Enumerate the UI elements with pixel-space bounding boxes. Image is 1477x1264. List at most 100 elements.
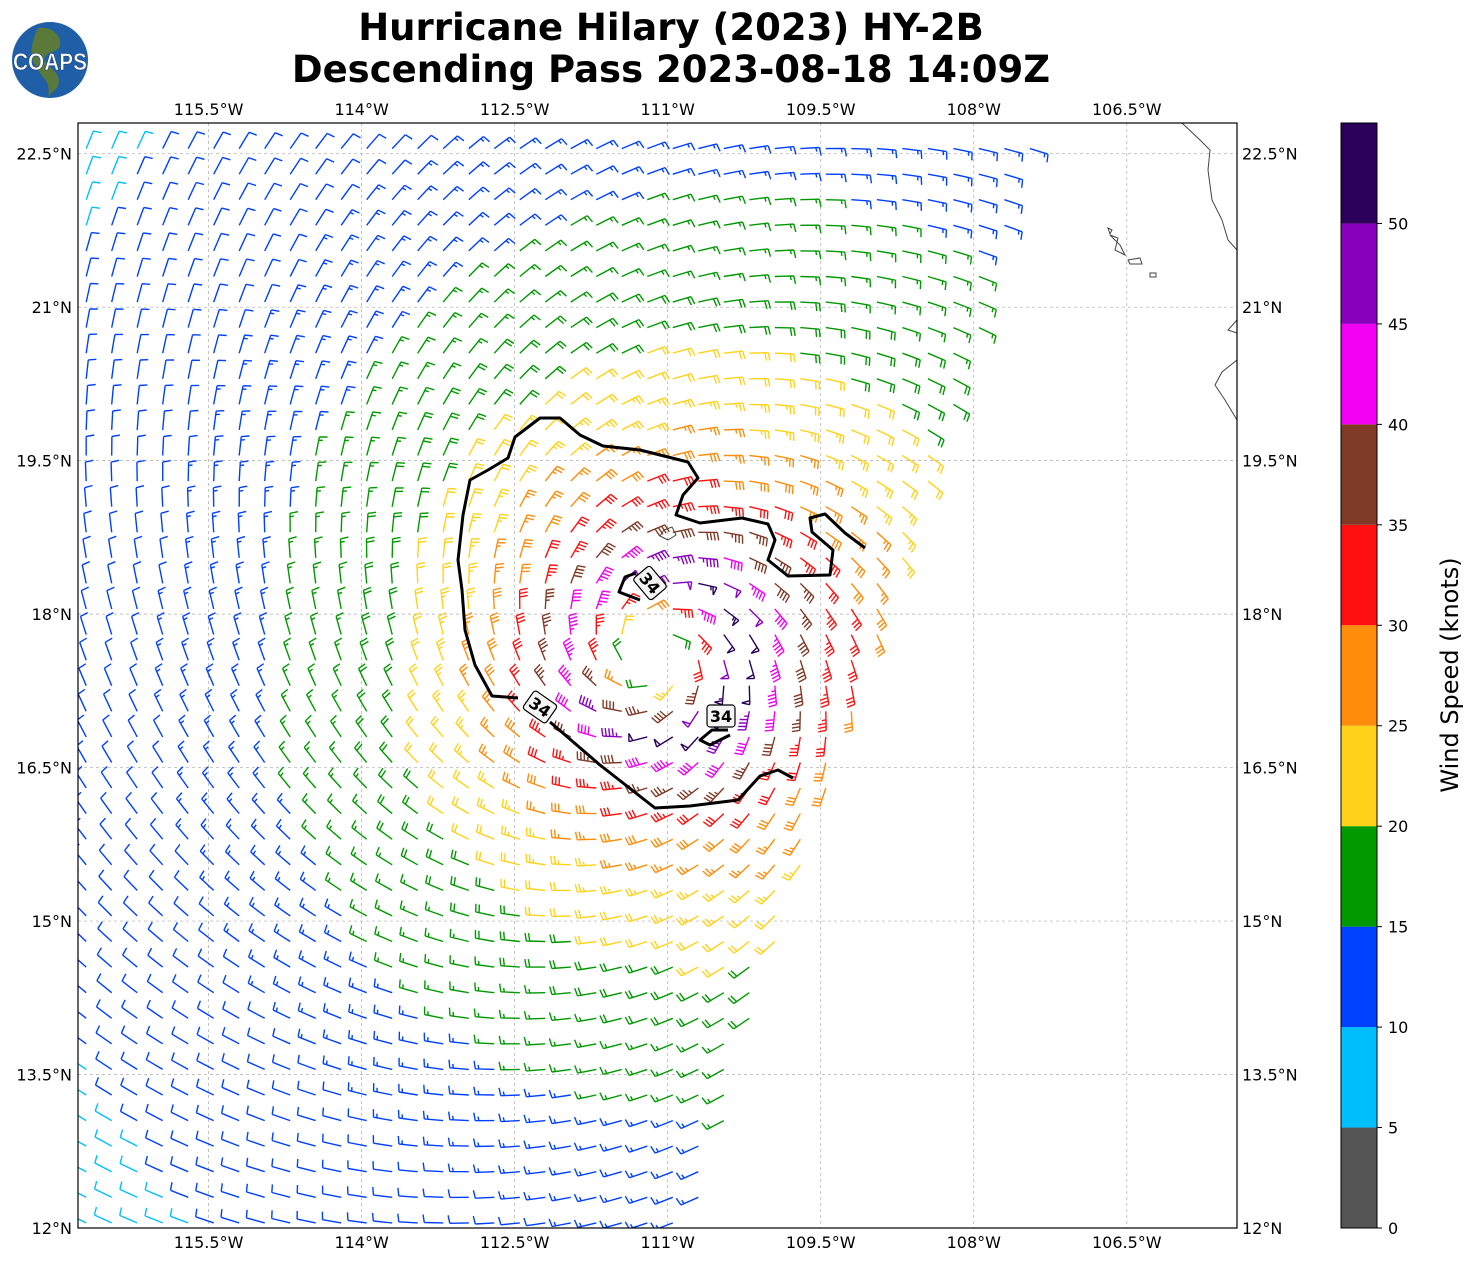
wind-barb-shape [220,1209,240,1224]
wind-barb [84,459,94,482]
wind-barb [850,454,870,472]
wind-barb-shape [187,232,204,252]
wind-barb [902,275,922,290]
wind-barb-shape [121,947,138,968]
wind-barb-shape [176,766,189,789]
wind-barb [405,715,419,738]
wind-barb-shape [340,436,354,456]
wind-barb [672,554,695,565]
wind-barb [774,249,797,259]
wind-barb [876,275,897,289]
wind-barb-shape [275,818,291,840]
wind-barb [493,413,513,431]
wind-barb [650,1171,674,1180]
colorbar-bin [1341,424,1377,525]
wind-barb-shape [136,459,146,482]
wind-barb-shape [468,413,487,431]
wind-barb-shape [366,184,387,201]
wind-barb [774,454,795,468]
wind-barb-shape [315,259,333,277]
wind-barb-shape [264,182,283,201]
wind-barb-shape [78,791,87,815]
wind-barb [136,156,153,175]
wind-barb-shape [322,1107,342,1122]
wind-barb [162,359,175,379]
wind-barb [468,287,489,303]
wind-barb-shape [702,889,725,903]
wind-barb-shape [675,992,699,1002]
wind-barb-shape [136,130,154,149]
wind-barb [774,275,797,285]
wind-barb-shape [570,589,583,610]
contour-label-box [633,565,667,601]
wind-barb-shape [519,439,539,456]
wind-barb-shape [788,736,801,757]
wind-barb [754,915,776,930]
wind-barb [544,290,567,303]
wind-barb [237,510,247,533]
wind-barb [211,510,221,533]
wind-barb [259,586,269,610]
wind-barb [364,561,374,584]
wind-barb [448,1085,469,1096]
wind-barb-shape [381,689,393,712]
wind-barb-shape [452,769,470,789]
wind-barb-shape [442,537,454,558]
wind-barb-shape [599,807,622,817]
wind-barb [876,147,898,159]
wind-barb [570,367,593,380]
wind-barb [647,294,670,304]
wind-barb-shape [78,688,87,712]
wind-barb [595,165,619,175]
wind-barb-shape [162,181,179,200]
wind-barb-shape [574,831,597,841]
wind-barb [272,975,291,994]
wind-barb [577,723,597,738]
wind-barb-shape [851,173,873,184]
wind-barb [851,378,871,393]
wind-barb-shape [442,412,461,431]
wind-barb-shape [111,181,127,200]
wind-barb-shape [99,817,113,840]
wind-barb-shape [675,1119,699,1130]
wind-barb [723,298,746,308]
wind-barb-shape [723,272,746,282]
wind-barb-shape [455,715,470,738]
wind-barb [698,505,720,515]
wind-barb-shape [211,510,221,533]
wind-barb [568,612,578,635]
wind-barb [519,464,538,482]
wind-barb-shape [672,633,691,651]
wind-barb-shape [774,249,797,259]
lon-tick-label-top: 114°W [334,100,389,119]
wind-barb-shape [800,224,822,234]
wind-barb [202,740,215,763]
wind-barb [96,973,113,994]
wind-barb-shape [741,685,751,706]
wind-barb-shape [397,1213,418,1224]
wind-barb-shape [326,819,342,840]
wind-barb-shape [449,902,469,917]
wind-barb [373,1004,393,1019]
wind-barb-shape [524,906,546,917]
wind-barb [93,1180,113,1198]
wind-barb-shape [550,855,571,866]
wind-barb [599,937,622,947]
wind-barb-shape [375,846,393,866]
wind-barb-shape [621,545,644,559]
wind-barb-shape [647,524,670,537]
lon-tick-label-bottom: 106.5°W [1092,1233,1162,1252]
wind-barb-shape [359,637,369,661]
wind-barb [523,1191,546,1201]
wind-barb [103,663,113,686]
wind-barb [476,797,495,815]
wind-barb-shape [155,637,164,661]
wind-barb-shape [650,1043,674,1052]
wind-barb [723,169,747,179]
wind-barb [340,461,353,482]
wind-barb-shape [442,261,464,277]
wind-barb-shape [196,1026,215,1045]
wind-barb [81,561,90,584]
wind-barb [788,736,801,757]
wind-barb-shape [749,506,769,520]
